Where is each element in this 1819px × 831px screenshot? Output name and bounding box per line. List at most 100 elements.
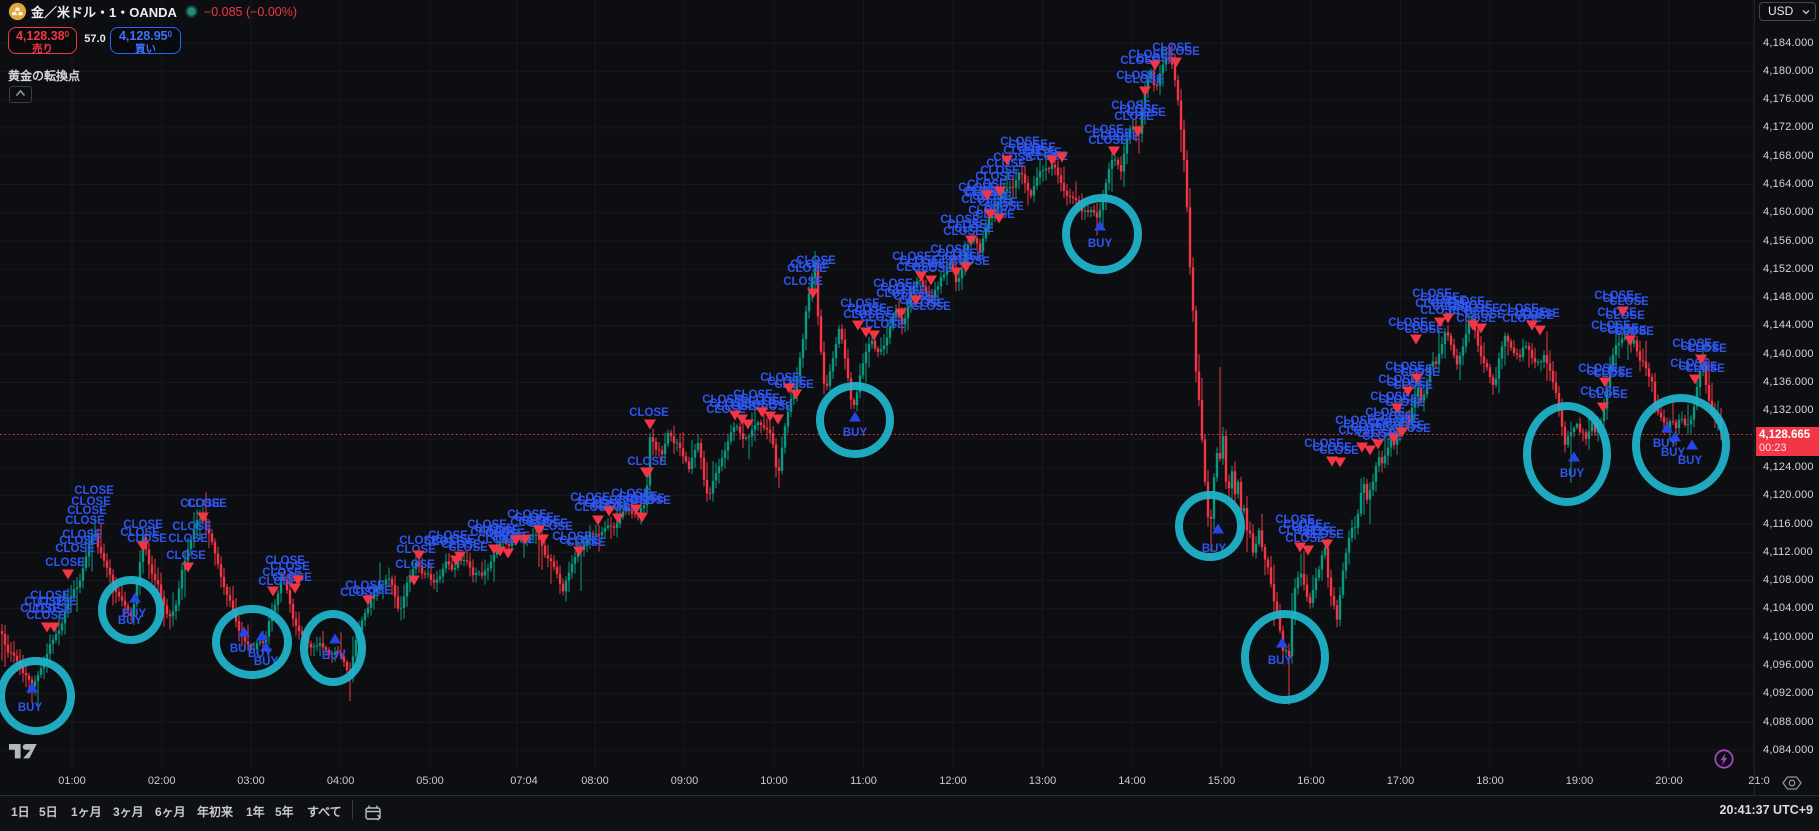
svg-text:BUY: BUY bbox=[1678, 455, 1703, 467]
svg-text:CLOSE: CLOSE bbox=[521, 515, 561, 527]
svg-text:BUY: BUY bbox=[1653, 438, 1678, 450]
svg-text:CLOSE: CLOSE bbox=[24, 596, 64, 608]
svg-text:CLOSE: CLOSE bbox=[943, 226, 983, 238]
svg-text:CLOSE: CLOSE bbox=[860, 312, 900, 324]
svg-text:BUY: BUY bbox=[322, 650, 347, 662]
svg-text:CLOSE: CLOSE bbox=[716, 401, 756, 413]
svg-text:CLOSE: CLOSE bbox=[272, 572, 312, 584]
svg-text:CLOSE: CLOSE bbox=[892, 251, 932, 263]
svg-text:CLOSE: CLOSE bbox=[552, 531, 592, 543]
svg-text:CLOSE: CLOSE bbox=[1370, 391, 1410, 403]
svg-text:CLOSE: CLOSE bbox=[574, 502, 614, 514]
svg-text:BUY: BUY bbox=[118, 615, 143, 627]
svg-text:CLOSE: CLOSE bbox=[448, 542, 488, 554]
svg-text:CLOSE: CLOSE bbox=[980, 165, 1020, 177]
svg-text:CLOSE: CLOSE bbox=[570, 492, 610, 504]
svg-text:CLOSE: CLOSE bbox=[1092, 128, 1132, 140]
svg-text:CLOSE: CLOSE bbox=[1003, 145, 1043, 157]
svg-text:CLOSE: CLOSE bbox=[1396, 321, 1436, 333]
svg-text:CLOSE: CLOSE bbox=[566, 537, 606, 549]
svg-text:CLOSE: CLOSE bbox=[944, 251, 984, 263]
svg-text:CLOSE: CLOSE bbox=[1415, 298, 1455, 310]
svg-text:CLOSE: CLOSE bbox=[840, 298, 880, 310]
svg-text:CLOSE: CLOSE bbox=[1685, 363, 1725, 375]
svg-text:CLOSE: CLOSE bbox=[59, 535, 99, 547]
svg-text:CLOSE: CLOSE bbox=[896, 262, 936, 274]
svg-text:CLOSE: CLOSE bbox=[1368, 417, 1408, 429]
svg-text:CLOSE: CLOSE bbox=[1609, 296, 1649, 308]
svg-text:BUY: BUY bbox=[1661, 447, 1686, 459]
svg-text:CLOSE: CLOSE bbox=[1278, 525, 1318, 537]
svg-text:CLOSE: CLOSE bbox=[1385, 420, 1425, 432]
svg-text:CLOSE: CLOSE bbox=[975, 171, 1015, 183]
svg-text:CLOSE: CLOSE bbox=[55, 543, 95, 555]
svg-text:CLOSE: CLOSE bbox=[435, 534, 475, 546]
svg-text:CLOSE: CLOSE bbox=[127, 533, 167, 545]
svg-text:CLOSE: CLOSE bbox=[1084, 124, 1124, 136]
svg-text:BUY: BUY bbox=[1560, 468, 1585, 480]
svg-text:CLOSE: CLOSE bbox=[1456, 313, 1496, 325]
svg-text:CLOSE: CLOSE bbox=[1388, 317, 1428, 329]
svg-text:CLOSE: CLOSE bbox=[614, 495, 654, 507]
svg-text:CLOSE: CLOSE bbox=[1520, 308, 1560, 320]
svg-text:CLOSE: CLOSE bbox=[1400, 367, 1440, 379]
svg-text:CLOSE: CLOSE bbox=[954, 223, 994, 235]
svg-text:CLOSE: CLOSE bbox=[1507, 307, 1547, 319]
svg-text:CLOSE: CLOSE bbox=[428, 530, 468, 542]
svg-text:CLOSE: CLOSE bbox=[627, 456, 667, 468]
svg-text:CLOSE: CLOSE bbox=[930, 244, 970, 256]
svg-text:CLOSE: CLOSE bbox=[937, 248, 977, 260]
svg-text:CLOSE: CLOSE bbox=[120, 527, 160, 539]
svg-text:BUY: BUY bbox=[122, 608, 147, 620]
svg-text:CLOSE: CLOSE bbox=[166, 550, 206, 562]
svg-text:CLOSE: CLOSE bbox=[1578, 363, 1618, 375]
svg-text:CLOSE: CLOSE bbox=[787, 263, 827, 275]
svg-text:CLOSE: CLOSE bbox=[352, 585, 392, 597]
svg-text:CLOSE: CLOSE bbox=[1111, 100, 1151, 112]
svg-text:CLOSE: CLOSE bbox=[1378, 374, 1418, 386]
svg-text:CLOSE: CLOSE bbox=[854, 306, 894, 318]
svg-text:CLOSE: CLOSE bbox=[1680, 341, 1720, 353]
svg-text:CLOSE: CLOSE bbox=[783, 276, 823, 288]
svg-text:CLOSE: CLOSE bbox=[441, 539, 481, 551]
svg-text:CLOSE: CLOSE bbox=[899, 255, 939, 267]
svg-text:BUY: BUY bbox=[843, 427, 868, 439]
svg-text:CLOSE: CLOSE bbox=[1586, 366, 1626, 378]
svg-text:CLOSE: CLOSE bbox=[1380, 414, 1420, 426]
svg-text:CLOSE: CLOSE bbox=[1378, 394, 1418, 406]
svg-text:CLOSE: CLOSE bbox=[1283, 519, 1323, 531]
svg-text:CLOSE: CLOSE bbox=[796, 255, 836, 267]
svg-text:CLOSE: CLOSE bbox=[1393, 364, 1433, 376]
svg-text:CLOSE: CLOSE bbox=[262, 567, 302, 579]
svg-text:CLOSE: CLOSE bbox=[1588, 389, 1628, 401]
svg-text:CLOSE: CLOSE bbox=[477, 534, 517, 546]
svg-text:CLOSE: CLOSE bbox=[1356, 428, 1396, 440]
svg-text:CLOSE: CLOSE bbox=[702, 394, 742, 406]
svg-text:CLOSE: CLOSE bbox=[1126, 107, 1166, 119]
svg-text:CLOSE: CLOSE bbox=[62, 529, 102, 541]
svg-text:CLOSE: CLOSE bbox=[880, 282, 920, 294]
svg-text:CLOSE: CLOSE bbox=[1597, 307, 1637, 319]
svg-text:CLOSE: CLOSE bbox=[774, 379, 814, 391]
svg-text:CLOSE: CLOSE bbox=[1343, 419, 1383, 431]
svg-text:CLOSE: CLOSE bbox=[887, 285, 927, 297]
svg-text:CLOSE: CLOSE bbox=[1297, 526, 1337, 538]
svg-text:CLOSE: CLOSE bbox=[265, 555, 305, 567]
svg-text:CLOSE: CLOSE bbox=[1304, 438, 1344, 450]
svg-text:CLOSE: CLOSE bbox=[1404, 324, 1444, 336]
svg-text:CLOSE: CLOSE bbox=[1373, 411, 1413, 423]
svg-text:CLOSE: CLOSE bbox=[533, 521, 573, 533]
svg-text:CLOSE: CLOSE bbox=[1385, 361, 1425, 373]
svg-text:CLOSE: CLOSE bbox=[395, 559, 435, 571]
svg-text:CLOSE: CLOSE bbox=[71, 496, 111, 508]
svg-text:CLOSE: CLOSE bbox=[1420, 292, 1460, 304]
svg-text:CLOSE: CLOSE bbox=[1114, 111, 1154, 123]
svg-text:CLOSE: CLOSE bbox=[767, 376, 807, 388]
svg-text:CLOSE: CLOSE bbox=[876, 288, 916, 300]
svg-text:CLOSE: CLOSE bbox=[1607, 325, 1647, 337]
svg-text:CLOSE: CLOSE bbox=[1465, 309, 1505, 321]
svg-text:CLOSE: CLOSE bbox=[1385, 397, 1425, 409]
svg-text:CLOSE: CLOSE bbox=[1304, 529, 1344, 541]
svg-text:CLOSE: CLOSE bbox=[1593, 368, 1633, 380]
svg-text:CLOSE: CLOSE bbox=[65, 515, 105, 527]
